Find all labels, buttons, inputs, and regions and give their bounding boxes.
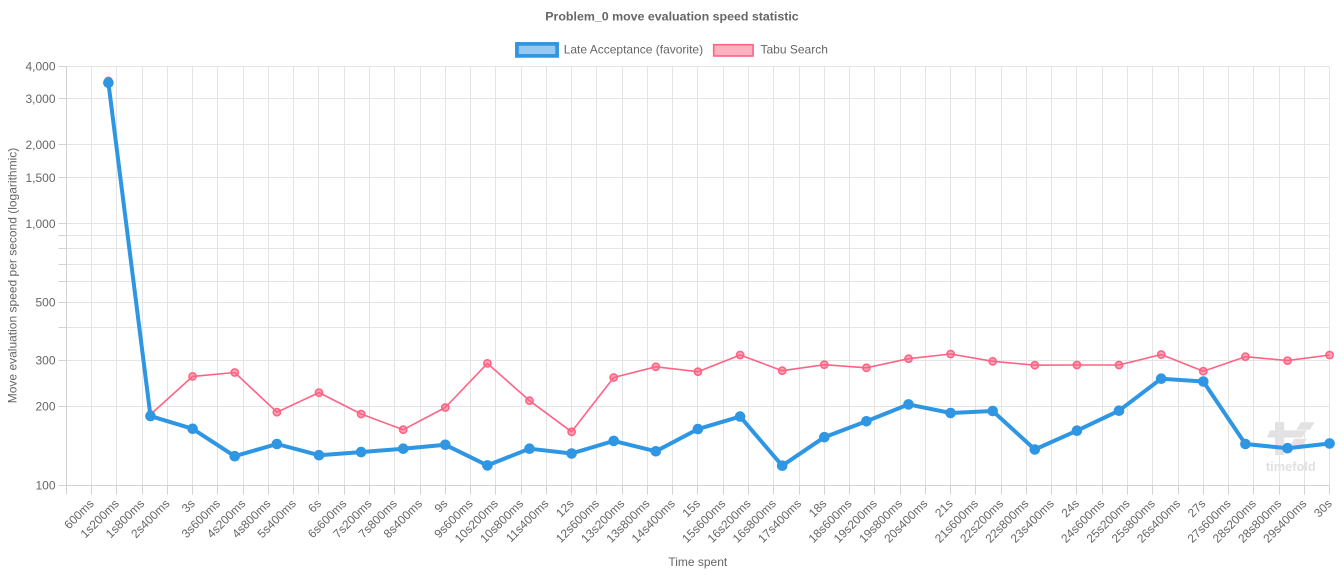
svg-text:500: 500 <box>35 296 55 310</box>
svg-text:Time spent: Time spent <box>668 555 728 569</box>
svg-text:2,000: 2,000 <box>25 138 55 152</box>
svg-text:Move evaluation speed per seco: Move evaluation speed per second (logari… <box>6 148 20 403</box>
svg-text:Tabu Search: Tabu Search <box>761 43 828 57</box>
svg-text:4,000: 4,000 <box>25 59 55 73</box>
svg-text:Problem_0 move evaluation spee: Problem_0 move evaluation speed statisti… <box>545 9 799 23</box>
svg-text:1,500: 1,500 <box>25 171 55 185</box>
svg-text:timefold: timefold <box>1266 459 1316 474</box>
svg-text:Late Acceptance (favorite): Late Acceptance (favorite) <box>564 43 703 57</box>
svg-text:100: 100 <box>35 478 55 492</box>
svg-text:300: 300 <box>35 354 55 368</box>
svg-text:3,000: 3,000 <box>25 92 55 106</box>
svg-text:200: 200 <box>35 400 55 414</box>
svg-text:1,000: 1,000 <box>25 217 55 231</box>
